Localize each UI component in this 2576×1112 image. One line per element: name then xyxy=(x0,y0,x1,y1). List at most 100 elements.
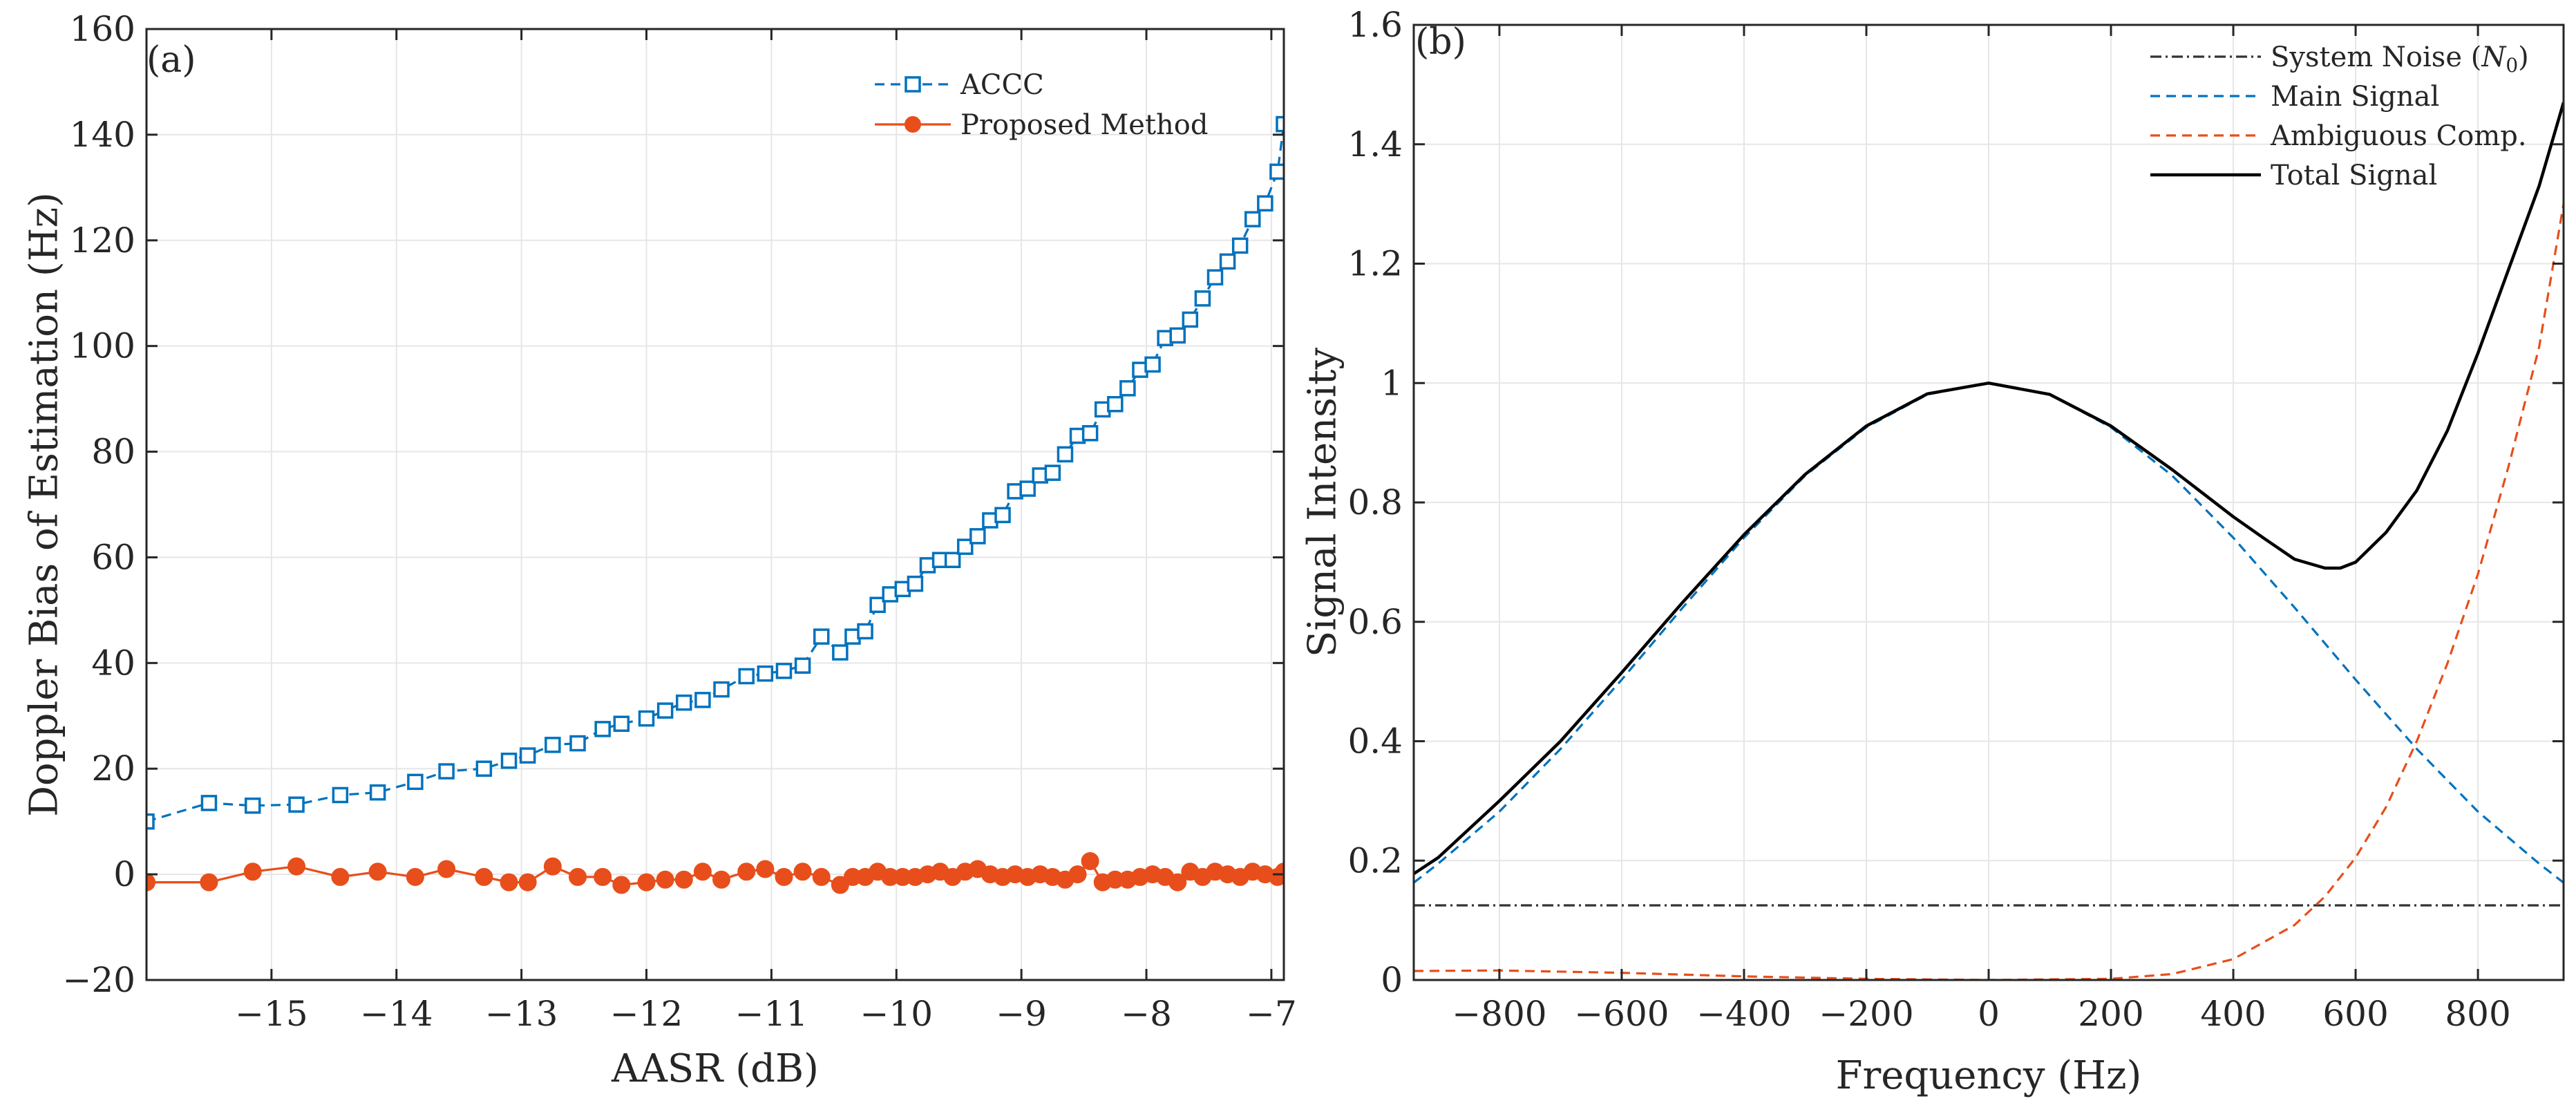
data-point xyxy=(1194,290,1211,307)
data-point xyxy=(146,813,155,830)
data-point xyxy=(656,870,674,889)
data-point xyxy=(594,867,612,886)
data-point xyxy=(812,867,831,886)
series-line-main-signal xyxy=(1414,381,2564,884)
legend-marker xyxy=(905,76,921,93)
y-axis-label: Doppler Bias of Estimation (Hz) xyxy=(22,192,67,817)
data-point xyxy=(994,507,1011,524)
data-point xyxy=(244,797,261,814)
data-point xyxy=(693,863,712,881)
legend-label: System Noise (N0) xyxy=(2271,41,2529,77)
legend-label-math: N xyxy=(2481,41,2507,73)
data-point xyxy=(200,795,218,811)
data-point xyxy=(500,753,518,769)
legend-label-text: System Noise ( xyxy=(2271,41,2481,73)
data-point xyxy=(594,721,611,737)
y-tick-label: 0.4 xyxy=(1347,722,1403,762)
data-point xyxy=(1231,237,1249,254)
data-point xyxy=(1206,269,1224,286)
data-point xyxy=(519,747,536,764)
legend: System Noise (N0) Main Signal Ambiguous Co… xyxy=(2150,41,2529,191)
x-axis-label: AASR (dB) xyxy=(611,1046,819,1091)
data-point xyxy=(369,784,386,801)
data-point xyxy=(1119,380,1136,397)
data-point xyxy=(694,692,711,708)
y-tick-label: 0.2 xyxy=(1347,840,1403,880)
data-point xyxy=(288,796,305,813)
data-point xyxy=(713,681,730,698)
data-point xyxy=(1144,356,1161,373)
y-tick-label: 20 xyxy=(91,748,135,789)
data-point xyxy=(1169,327,1186,344)
data-point xyxy=(613,715,630,732)
data-point xyxy=(543,857,562,876)
legend: ACCC Proposed Method xyxy=(875,69,1208,141)
data-point xyxy=(612,876,631,894)
panel-label: (b) xyxy=(1415,21,1466,63)
data-point xyxy=(832,644,849,661)
data-point xyxy=(544,737,561,753)
y-axis-label: Signal Intensity xyxy=(1300,348,1345,657)
x-tick-label: −200 xyxy=(1819,994,1913,1034)
x-tick-label: 200 xyxy=(2078,994,2143,1034)
data-point xyxy=(243,863,262,881)
x-tick-label: −11 xyxy=(735,994,808,1034)
x-tick-label: 800 xyxy=(2445,994,2510,1034)
data-point xyxy=(869,596,886,613)
legend-label-close: ) xyxy=(2518,41,2529,73)
data-point xyxy=(1068,865,1087,884)
data-point xyxy=(331,867,350,886)
series-line-accc xyxy=(146,124,1284,823)
y-tick-label: 1.2 xyxy=(1347,244,1403,284)
y-tick-label: 1.4 xyxy=(1347,124,1403,164)
x-axis-label: Frequency (Hz) xyxy=(1836,1053,2142,1098)
data-point xyxy=(1081,852,1099,870)
panel-label: (a) xyxy=(146,39,196,81)
x-tick-label: −7 xyxy=(1246,994,1297,1034)
data-point xyxy=(437,860,456,878)
chart-panel-b: −800 −600 −400 −200 0 200 400 600 800 0 0.2 0.4 0.6 0… xyxy=(1300,5,2565,1098)
data-point xyxy=(287,857,306,876)
y-tick-label: 1.6 xyxy=(1347,5,1403,45)
data-point xyxy=(475,760,493,777)
data-point xyxy=(794,657,811,674)
x-tick-label: −800 xyxy=(1452,994,1546,1034)
data-point xyxy=(813,628,830,645)
data-point xyxy=(1219,253,1236,270)
data-point xyxy=(793,863,812,881)
y-tick-label: 40 xyxy=(91,643,135,683)
series-layer xyxy=(146,115,1284,894)
data-point xyxy=(406,867,424,886)
data-point xyxy=(1276,115,1284,133)
data-point xyxy=(200,873,218,892)
axes-frame xyxy=(145,28,1285,981)
data-point xyxy=(1168,873,1187,892)
data-point xyxy=(957,538,974,555)
data-point xyxy=(676,694,692,711)
x-tick-label: −12 xyxy=(610,994,683,1034)
data-point xyxy=(1257,195,1273,212)
y-tick-label: 140 xyxy=(70,115,135,155)
data-point xyxy=(907,575,924,592)
data-point xyxy=(857,623,873,640)
x-tick-label: −400 xyxy=(1696,994,1791,1034)
chart-panel-a: −15 −14 −13 −12 −11 −10 −9 −8 −7 −20 0 20 40 60 80 100 1… xyxy=(22,9,1297,1091)
data-point xyxy=(756,860,775,878)
data-point xyxy=(775,867,793,886)
y-tick-label: 100 xyxy=(70,326,135,366)
y-tick-label: 60 xyxy=(91,537,135,577)
data-point xyxy=(1081,425,1099,442)
data-point xyxy=(1244,211,1261,227)
data-point xyxy=(738,668,755,685)
y-tick-label: −20 xyxy=(62,960,135,1000)
data-point xyxy=(146,873,155,892)
legend-label: Main Signal xyxy=(2271,81,2439,113)
data-point xyxy=(757,665,774,682)
data-point xyxy=(944,552,961,569)
series-layer xyxy=(1414,102,2564,980)
y-tick-label: 0 xyxy=(113,854,135,894)
y-tick-label: 0 xyxy=(1381,960,1403,1000)
x-tick-label: −15 xyxy=(235,994,308,1034)
data-point xyxy=(656,702,674,719)
